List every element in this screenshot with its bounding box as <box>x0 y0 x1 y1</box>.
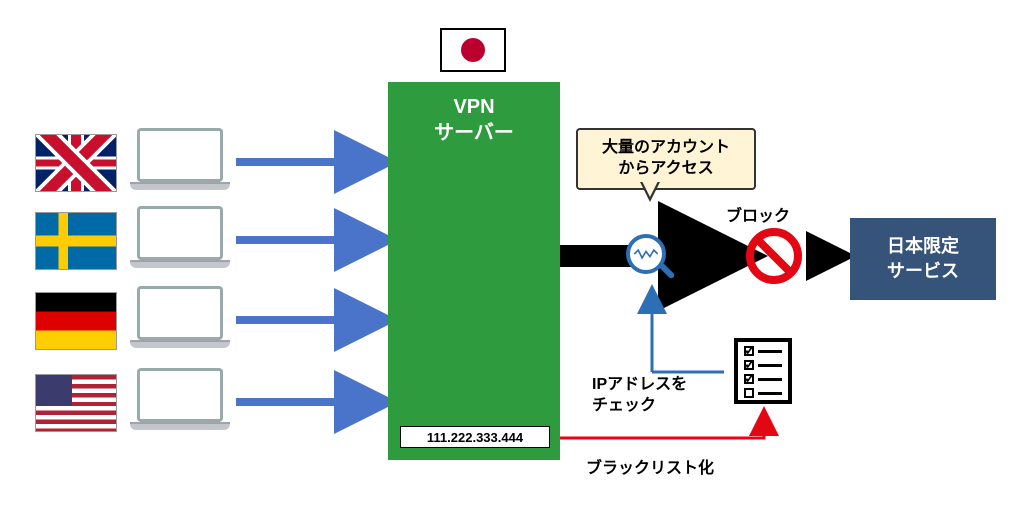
service-box: 日本限定 サービス <box>850 218 996 300</box>
laptop-1 <box>130 128 230 196</box>
laptop-2 <box>130 206 230 274</box>
callout-line1: 大量のアカウント <box>602 139 730 156</box>
block-label: ブロック <box>726 202 790 226</box>
checklist-icon <box>734 338 792 404</box>
callout-bubble: 大量のアカウント からアクセス <box>576 128 756 190</box>
vpn-label-line1: VPN <box>453 96 494 118</box>
prohibit-icon <box>746 228 802 284</box>
service-line2: サービス <box>887 261 959 281</box>
ip-check-label: IPアドレスを チェック <box>592 375 687 417</box>
laptop-4 <box>130 368 230 436</box>
flag-germany <box>35 292 117 350</box>
vpn-server-label: VPN サーバー <box>388 94 560 146</box>
ip-address-box: 111.222.333.444 <box>400 426 550 448</box>
ip-address-text: 111.222.333.444 <box>427 430 523 445</box>
service-line1: 日本限定 <box>887 236 959 256</box>
diagram-canvas: VPN サーバー 111.222.333.444 大量のアカウント からアクセス… <box>0 0 1024 510</box>
flag-japan <box>440 28 506 72</box>
vpn-label-line2: サーバー <box>434 122 514 144</box>
flag-usa <box>35 374 117 432</box>
flag-sweden <box>35 212 117 270</box>
ip-check-line1: IPアドレスを <box>592 376 687 393</box>
blacklist-label: ブラックリスト化 <box>586 454 714 478</box>
flag-uk <box>35 134 117 192</box>
callout-tail <box>640 182 660 202</box>
ip-check-line2: チェック <box>592 397 656 414</box>
laptop-3 <box>130 286 230 354</box>
callout-line2: からアクセス <box>618 160 713 177</box>
magnifier-icon <box>626 234 674 282</box>
